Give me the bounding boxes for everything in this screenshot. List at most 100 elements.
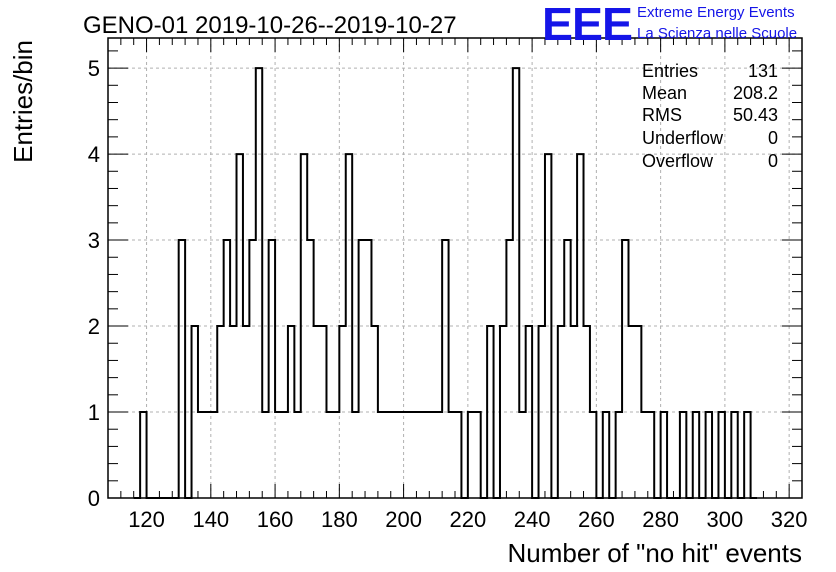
y-tick-label: 2 <box>88 314 100 339</box>
x-tick-label: 120 <box>128 507 165 532</box>
histogram-bin <box>616 412 622 498</box>
histogram-bin <box>506 240 512 498</box>
histogram-bin <box>217 326 223 498</box>
histogram-bin <box>359 240 365 498</box>
histogram-bin <box>339 326 345 498</box>
histogram-bin <box>718 412 724 498</box>
stats-underflow-value: 0 <box>768 128 778 148</box>
histogram-bin <box>371 326 377 498</box>
histogram-bin <box>391 412 397 498</box>
histogram-bin <box>564 240 570 498</box>
histogram-bin <box>179 240 185 498</box>
y-tick-label: 0 <box>88 486 100 511</box>
histogram-bin <box>243 326 249 498</box>
histogram-bin <box>545 154 551 498</box>
histogram-bin <box>423 412 429 498</box>
histogram-bin <box>519 412 525 498</box>
histogram-bin <box>731 412 737 498</box>
stats-rms-label: RMS <box>642 105 682 125</box>
histogram-bin <box>603 412 609 498</box>
histogram-bin <box>404 412 410 498</box>
histogram-bin <box>539 326 545 498</box>
histogram-bin <box>449 412 455 498</box>
histogram-bin <box>487 326 493 498</box>
histogram-bin <box>558 326 564 498</box>
histogram-bin <box>198 412 204 498</box>
histogram-bin <box>526 326 532 498</box>
histogram-bin <box>333 412 339 498</box>
histogram-bin <box>224 240 230 498</box>
histogram-bin <box>590 412 596 498</box>
axis-tick-labels: 120 140 160 180 200 220 240 260 280 300 320 0 1 2 3 4 5 <box>88 56 808 532</box>
histogram-bin <box>320 326 326 498</box>
histogram-bin <box>211 412 217 498</box>
histogram-bin <box>269 240 275 498</box>
grid-lines <box>108 38 802 498</box>
eee-logo: EEE Extreme Energy Events La Scienza nel… <box>542 0 797 50</box>
histogram-bin <box>249 240 255 498</box>
histogram-bin <box>641 412 647 498</box>
x-tick-label: 240 <box>514 507 551 532</box>
histogram-bin <box>256 68 262 498</box>
x-tick-label: 140 <box>192 507 229 532</box>
histogram-bin <box>661 412 667 498</box>
histogram-bin <box>230 326 236 498</box>
histogram-bin <box>282 412 288 498</box>
histogram-bin <box>577 154 583 498</box>
histogram-bin <box>429 412 435 498</box>
histogram-bin <box>410 412 416 498</box>
stats-box: Entries 131 Mean 208.2 RMS 50.43 Underfl… <box>642 61 778 171</box>
histogram-bin <box>680 412 686 498</box>
histogram-bin <box>288 326 294 498</box>
histogram-bin <box>693 412 699 498</box>
histogram-bin <box>442 240 448 498</box>
histogram-bin <box>301 154 307 498</box>
y-tick-label: 4 <box>88 142 100 167</box>
x-tick-label: 160 <box>257 507 294 532</box>
stats-entries-label: Entries <box>642 61 698 81</box>
histogram-bin <box>706 412 712 498</box>
x-tick-label: 300 <box>707 507 744 532</box>
histogram-bin <box>192 326 198 498</box>
stats-rms-value: 50.43 <box>733 105 778 125</box>
histogram-bin <box>346 154 352 498</box>
histogram-bin <box>365 240 371 498</box>
chart-title: GENO-01 2019-10-26--2019-10-27 <box>83 12 457 39</box>
histogram-bin <box>326 412 332 498</box>
histogram-bin <box>397 412 403 498</box>
stats-overflow-label: Overflow <box>642 151 714 171</box>
histogram-bin <box>513 68 519 498</box>
logo-line-1: Extreme Energy Events <box>637 4 795 21</box>
histogram-bin <box>262 412 268 498</box>
histogram-bin <box>294 412 300 498</box>
y-axis-title: Entries/bin <box>8 40 38 163</box>
histogram-bin <box>314 326 320 498</box>
stats-mean-label: Mean <box>642 83 687 103</box>
histogram-bin <box>416 412 422 498</box>
histogram-bin <box>436 412 442 498</box>
stats-underflow-label: Underflow <box>642 128 724 148</box>
histogram-bin <box>500 326 506 498</box>
x-tick-label: 200 <box>385 507 422 532</box>
histogram-bin <box>474 412 480 498</box>
histogram-bin <box>648 412 654 498</box>
histogram-bin <box>629 326 635 498</box>
histogram-bin <box>384 412 390 498</box>
histogram-bin <box>275 412 281 498</box>
histogram-bin <box>352 412 358 498</box>
histogram-bin <box>455 412 461 498</box>
x-tick-label: 220 <box>449 507 486 532</box>
x-tick-label: 260 <box>578 507 615 532</box>
histogram-bin <box>622 240 628 498</box>
histogram-bin <box>378 412 384 498</box>
y-tick-label: 3 <box>88 228 100 253</box>
stats-entries-value: 131 <box>748 61 778 81</box>
histogram-bin <box>237 154 243 498</box>
axis-ticks <box>107 38 803 499</box>
x-tick-label: 180 <box>321 507 358 532</box>
histogram-bin <box>204 412 210 498</box>
logo-letters: EEE <box>542 0 632 50</box>
histogram-bin <box>571 326 577 498</box>
x-tick-label: 280 <box>642 507 679 532</box>
